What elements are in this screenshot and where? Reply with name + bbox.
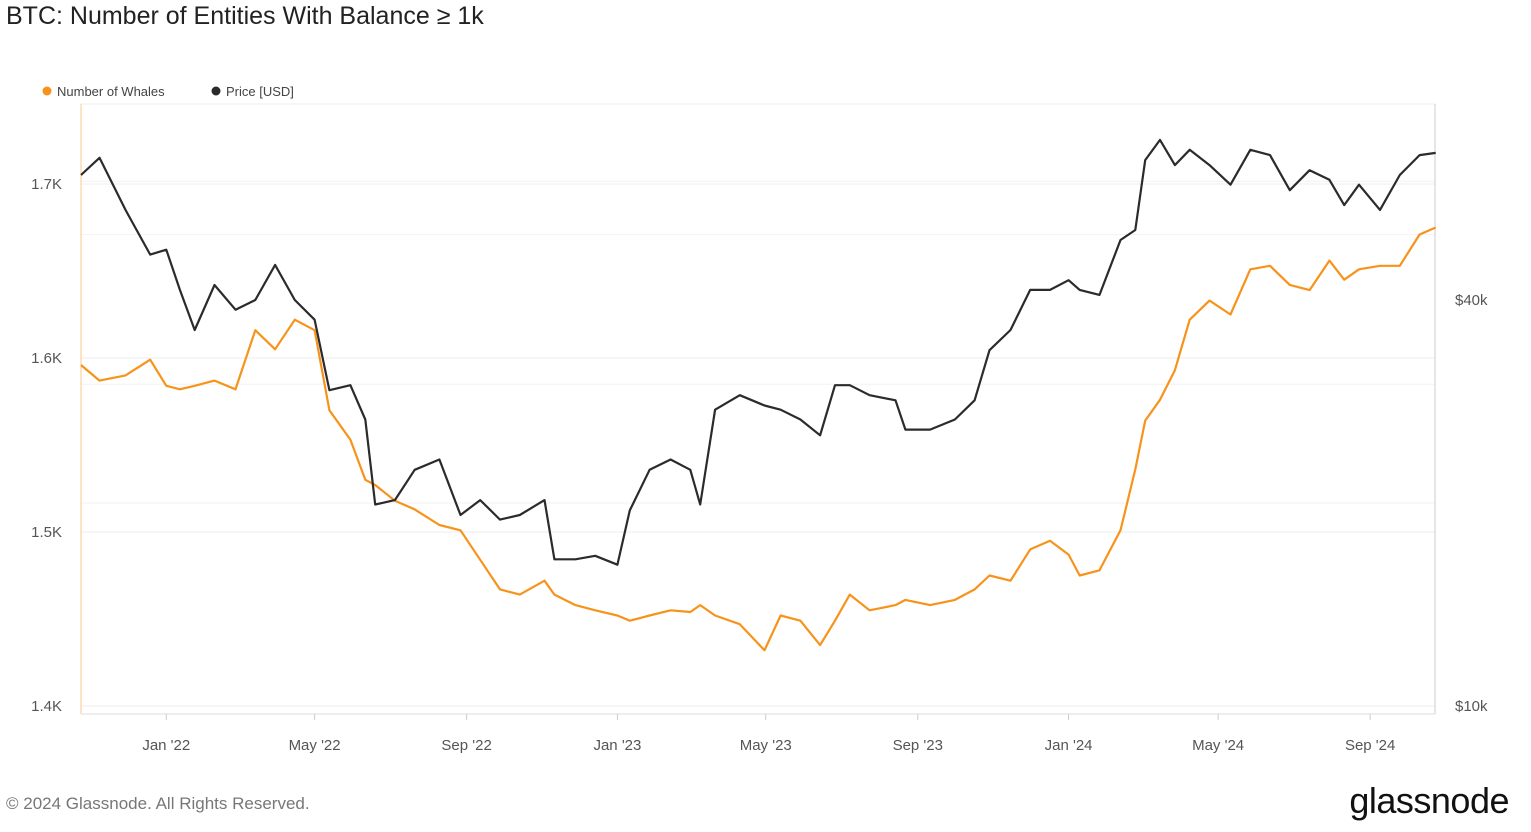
x-tick-label: May '22 [289,737,341,754]
copyright-footer: © 2024 Glassnode. All Rights Reserved. [6,794,310,813]
legend-label: Price [USD] [226,84,294,99]
price-line [80,138,1436,566]
whales-line [80,226,1437,652]
x-tick-label: Jan '22 [142,737,190,754]
x-tick-label: Sep '23 [893,737,943,754]
left-tick-label: 1.7K [31,176,62,193]
x-tick-label: May '24 [1192,737,1244,754]
x-tick-label: Jan '23 [593,737,641,754]
legend-marker [211,86,221,96]
right-tick-label: $40k [1455,292,1488,309]
x-tick-label: Sep '22 [441,737,491,754]
chart-title: BTC: Number of Entities With Balance ≥ 1… [6,2,484,30]
x-tick-label: Sep '24 [1345,737,1395,754]
left-tick-label: 1.4K [31,698,62,715]
left-tick-label: 1.6K [31,350,62,367]
right-tick-label: $10k [1455,698,1488,715]
legend-label: Number of Whales [57,84,165,99]
x-tick-label: Jan '24 [1045,737,1093,754]
legend-marker [42,86,52,96]
x-tick-label: May '23 [740,737,792,754]
left-tick-label: 1.5K [31,524,62,541]
glassnode-logo: glassnode [1349,780,1509,821]
